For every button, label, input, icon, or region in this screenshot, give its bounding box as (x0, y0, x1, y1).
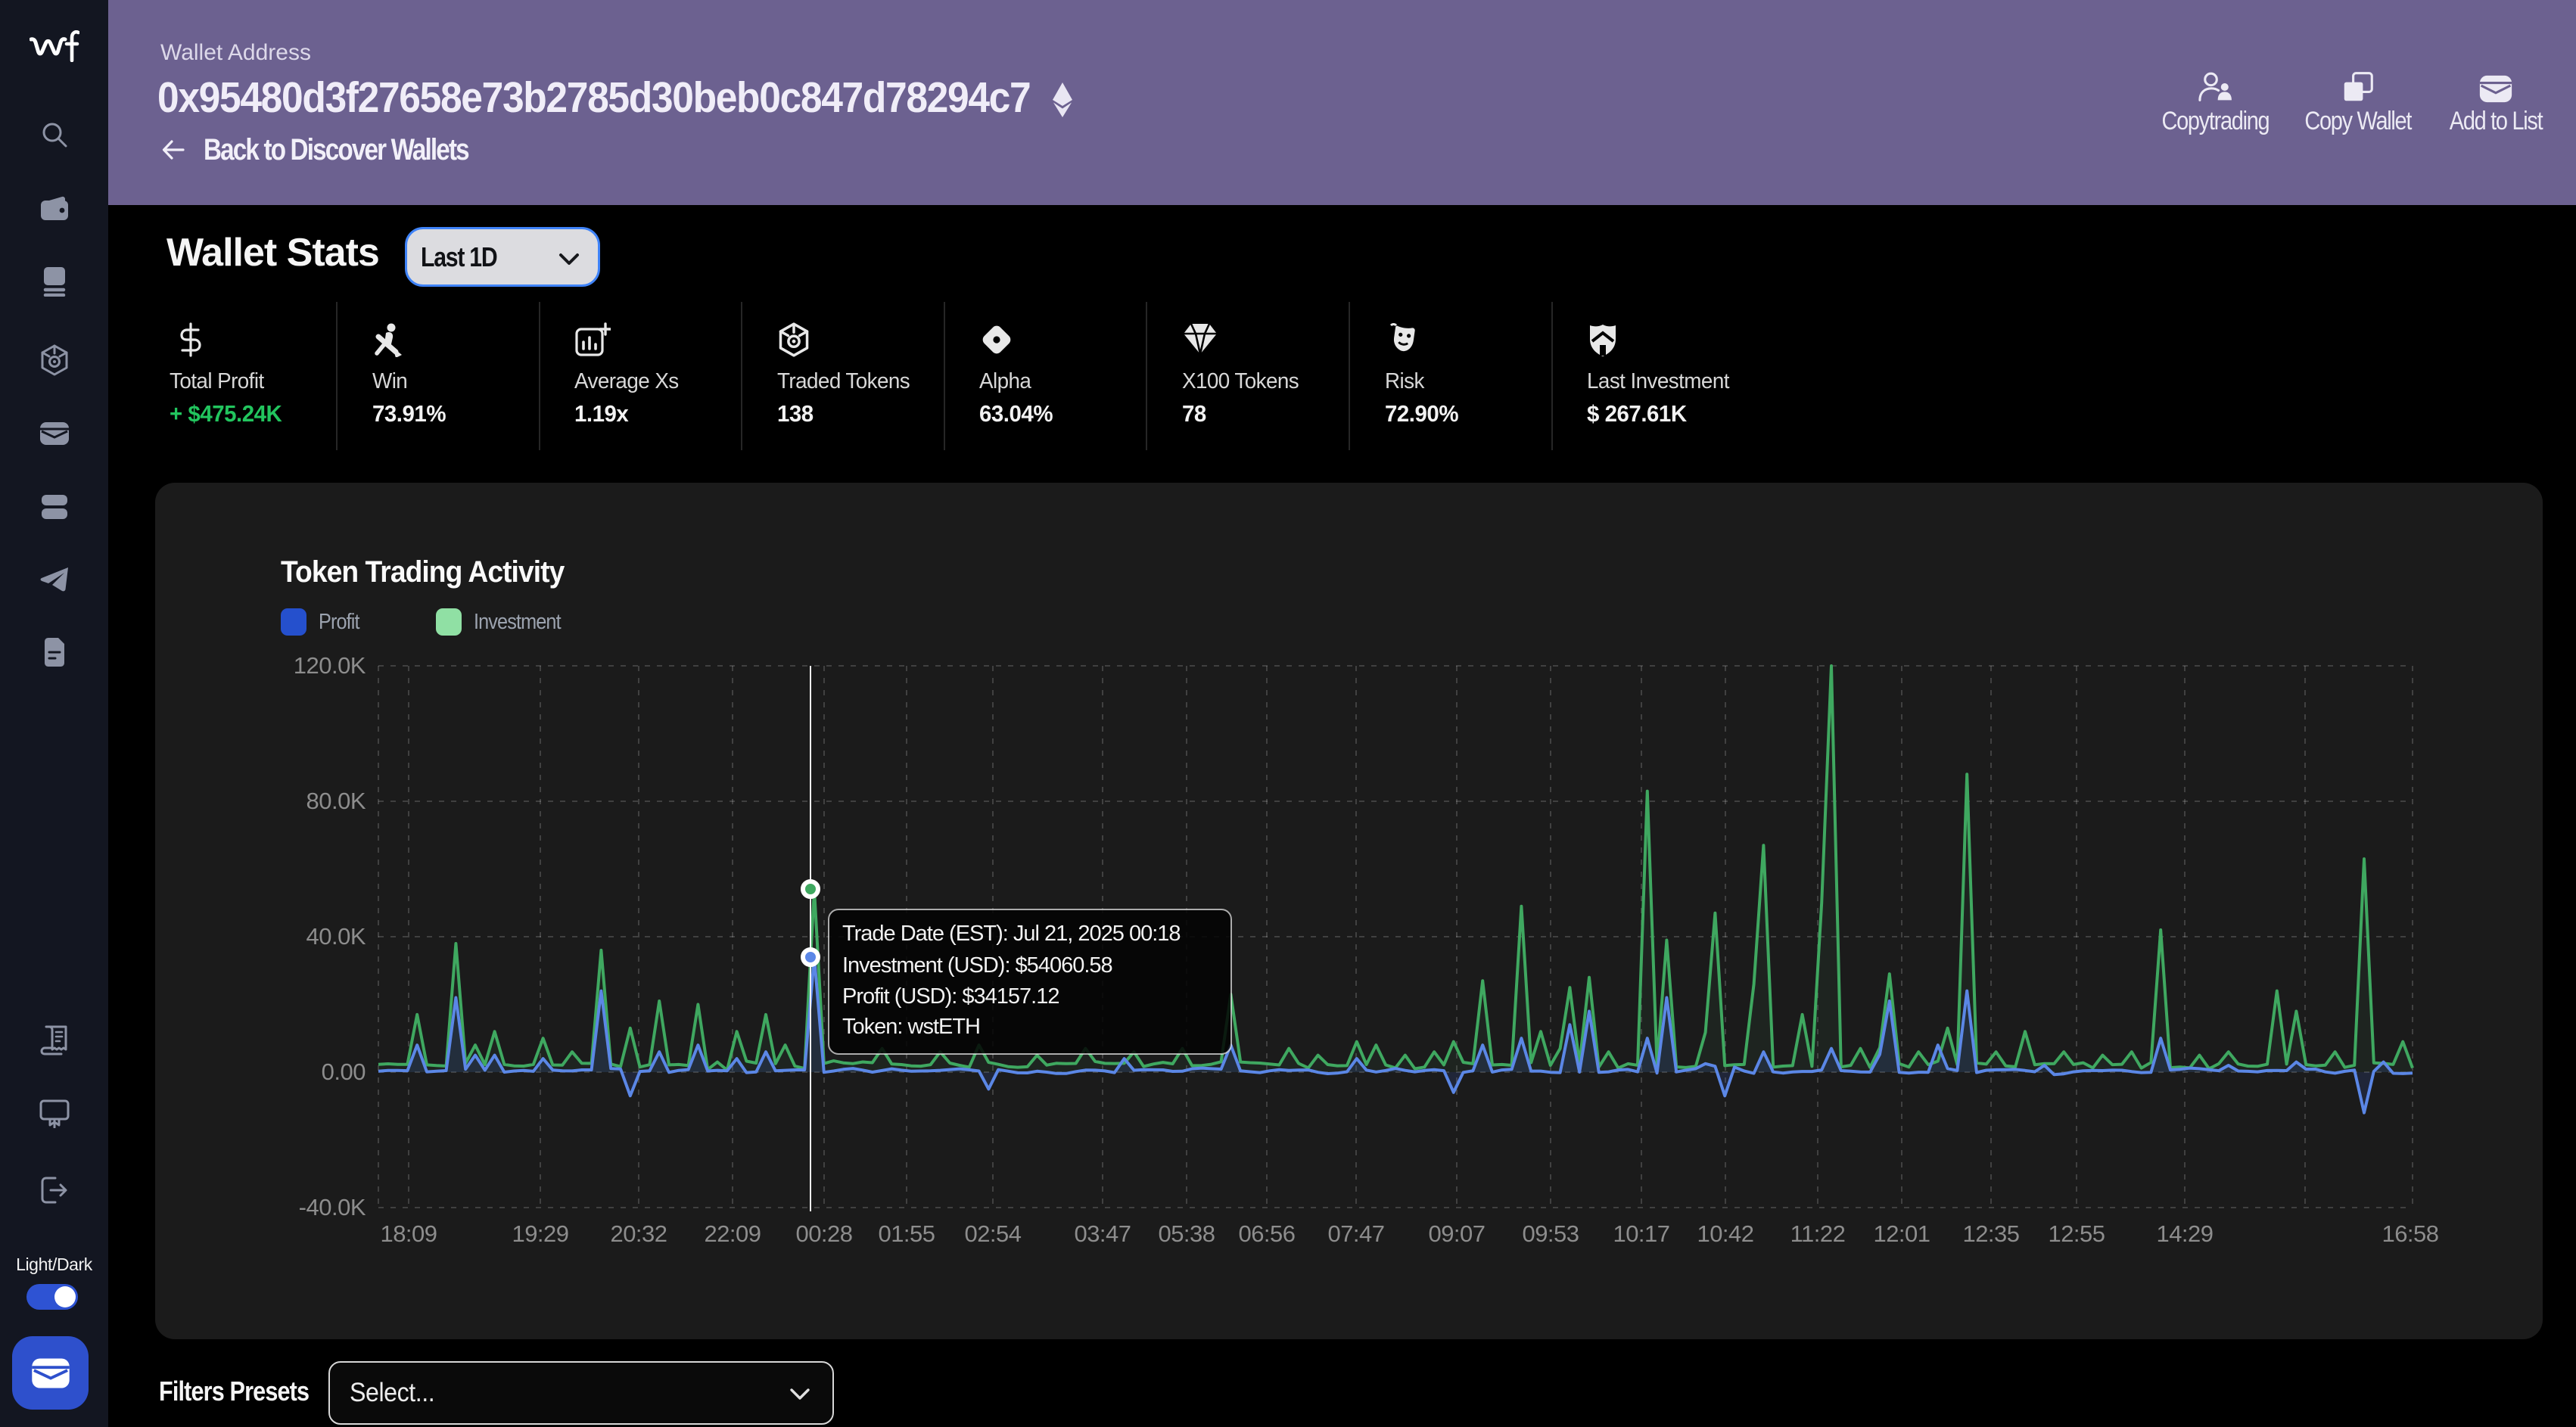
svg-text:09:07: 09:07 (1428, 1220, 1485, 1247)
svg-text:14:29: 14:29 (2156, 1220, 2213, 1247)
svg-text:07:47: 07:47 (1327, 1220, 1384, 1247)
svg-text:120.0K: 120.0K (294, 652, 366, 679)
svg-text:19:29: 19:29 (512, 1220, 568, 1247)
svg-text:-40.0K: -40.0K (299, 1194, 366, 1220)
svg-text:80.0K: 80.0K (306, 788, 366, 814)
svg-text:10:17: 10:17 (1613, 1220, 1669, 1247)
svg-text:05:38: 05:38 (1158, 1220, 1215, 1247)
svg-text:12:55: 12:55 (2048, 1220, 2105, 1247)
svg-text:Investment (USD): $54060.58: Investment (USD): $54060.58 (842, 953, 1112, 978)
svg-text:12:01: 12:01 (1873, 1220, 1930, 1247)
svg-text:01:55: 01:55 (878, 1220, 935, 1247)
svg-text:Profit (USD): $34157.12: Profit (USD): $34157.12 (842, 984, 1059, 1009)
svg-text:12:35: 12:35 (1962, 1220, 2019, 1247)
svg-text:40.0K: 40.0K (306, 923, 366, 950)
svg-text:03:47: 03:47 (1074, 1220, 1131, 1247)
svg-text:Trade Date (EST): Jul 21, 2025: Trade Date (EST): Jul 21, 2025 00:18 (842, 922, 1181, 946)
svg-text:10:42: 10:42 (1697, 1220, 1753, 1247)
svg-text:02:54: 02:54 (964, 1220, 1021, 1247)
svg-text:18:09: 18:09 (380, 1220, 437, 1247)
svg-text:20:32: 20:32 (610, 1220, 667, 1247)
svg-text:0.00: 0.00 (322, 1059, 366, 1085)
svg-text:09:53: 09:53 (1522, 1220, 1579, 1247)
svg-text:16:58: 16:58 (2382, 1220, 2438, 1247)
svg-text:00:28: 00:28 (795, 1220, 852, 1247)
svg-text:22:09: 22:09 (704, 1220, 761, 1247)
svg-text:Token: wstETH: Token: wstETH (842, 1015, 980, 1039)
svg-text:06:56: 06:56 (1238, 1220, 1295, 1247)
svg-text:11:22: 11:22 (1790, 1220, 1846, 1247)
